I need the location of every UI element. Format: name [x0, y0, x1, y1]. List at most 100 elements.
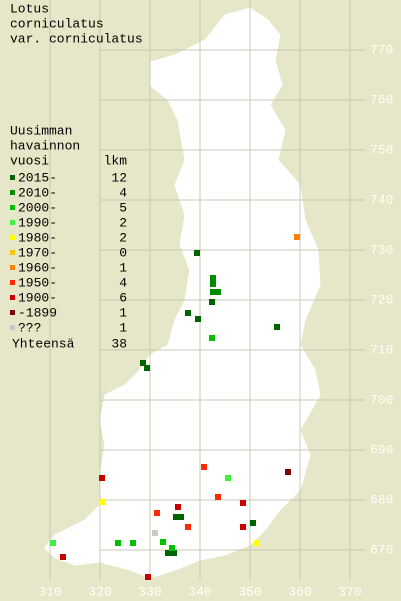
- y-tick-label: 690: [370, 442, 393, 457]
- x-tick-label: 370: [338, 584, 361, 599]
- observation-dot: [171, 550, 177, 556]
- observation-dot: [215, 289, 221, 295]
- observation-dot: [140, 360, 146, 366]
- legend-count: 12: [111, 170, 127, 185]
- y-tick-label: 710: [370, 342, 393, 357]
- legend-count: 1: [119, 305, 127, 320]
- observation-dot: [169, 545, 175, 551]
- observation-dot: [99, 499, 105, 505]
- grid: [49, 0, 365, 580]
- observation-dot: [240, 524, 246, 530]
- observation-dot: [195, 316, 201, 322]
- title-line: corniculatus: [10, 16, 104, 31]
- y-tick-label: 730: [370, 242, 393, 257]
- legend-header: vuosi: [10, 153, 49, 168]
- x-tick-label: 340: [188, 584, 211, 599]
- legend-label: 1970-: [18, 245, 57, 260]
- observation-dot: [225, 475, 231, 481]
- observation-dot: [210, 289, 216, 295]
- x-tick-label: 330: [138, 584, 161, 599]
- legend-count: 2: [119, 215, 127, 230]
- legend-swatch: [10, 250, 15, 255]
- observation-dot: [145, 574, 151, 580]
- legend-swatch: [10, 190, 15, 195]
- y-tick-label: 680: [370, 492, 393, 507]
- observation-dot: [178, 514, 184, 520]
- observation-dot: [294, 234, 300, 240]
- observation-dot: [152, 530, 158, 536]
- legend-swatch: [10, 325, 15, 330]
- legend-swatch: [10, 235, 15, 240]
- legend-swatch: [10, 295, 15, 300]
- legend-label: 1900-: [18, 290, 57, 305]
- x-tick-label: 310: [38, 584, 61, 599]
- observation-dot: [50, 540, 56, 546]
- legend-swatch: [10, 175, 15, 180]
- x-tick-label: 350: [238, 584, 261, 599]
- legend-header: havainnon: [10, 138, 80, 153]
- observation-dot: [201, 464, 207, 470]
- legend-label: -1899: [18, 305, 57, 320]
- legend-label: 2015-: [18, 170, 57, 185]
- observation-dot: [144, 365, 150, 371]
- y-tick-label: 770: [370, 42, 393, 57]
- legend-total: 38: [111, 336, 127, 351]
- title-line: var. corniculatus: [10, 31, 143, 46]
- y-tick-label: 700: [370, 392, 393, 407]
- observation-dot: [175, 504, 181, 510]
- observation-dot: [209, 335, 215, 341]
- legend-swatch: [10, 310, 15, 315]
- observation-dot: [99, 475, 105, 481]
- legend-count: 2: [119, 230, 127, 245]
- observation-dot: [240, 500, 246, 506]
- legend-count: 4: [119, 275, 127, 290]
- legend-label: 1960-: [18, 260, 57, 275]
- observation-dot: [60, 554, 66, 560]
- y-tick-label: 720: [370, 292, 393, 307]
- observation-dot: [254, 540, 260, 546]
- observation-dot: [115, 540, 121, 546]
- observation-dot: [285, 469, 291, 475]
- observation-dot: [185, 524, 191, 530]
- legend-header: Uusimman: [10, 123, 72, 138]
- observation-dot: [215, 494, 221, 500]
- observation-dot: [154, 510, 160, 516]
- x-tick-label: 360: [288, 584, 311, 599]
- observation-dot: [160, 539, 166, 545]
- legend-count: 0: [119, 245, 127, 260]
- legend-count: 1: [119, 320, 127, 335]
- finland-outline: [44, 7, 321, 579]
- observation-dot: [194, 250, 200, 256]
- y-tick-label: 670: [370, 542, 393, 557]
- legend-swatch: [10, 265, 15, 270]
- observation-dot: [210, 281, 216, 287]
- legend-total-label: Yhteensä: [12, 336, 75, 351]
- legend-count: 1: [119, 260, 127, 275]
- legend-swatch: [10, 220, 15, 225]
- observation-dot: [210, 275, 216, 281]
- observation-dot: [165, 550, 171, 556]
- observation-dot: [185, 310, 191, 316]
- legend-count-header: lkm: [104, 153, 128, 168]
- observation-dot: [130, 540, 136, 546]
- legend-count: 6: [119, 290, 127, 305]
- y-tick-label: 740: [370, 192, 393, 207]
- y-tick-label: 750: [370, 142, 393, 157]
- legend-count: 4: [119, 185, 127, 200]
- observation-dot: [250, 520, 256, 526]
- observation-dot: [274, 324, 280, 330]
- legend-label: 1990-: [18, 215, 57, 230]
- legend-swatch: [10, 280, 15, 285]
- legend-count: 5: [119, 200, 127, 215]
- legend-label: 2000-: [18, 200, 57, 215]
- legend-label: 1980-: [18, 230, 57, 245]
- legend-label: 1950-: [18, 275, 57, 290]
- observation-dot: [209, 299, 215, 305]
- legend-label: 2010-: [18, 185, 57, 200]
- legend-label: ???: [18, 320, 41, 335]
- legend-swatch: [10, 205, 15, 210]
- title-line: Lotus: [10, 1, 49, 16]
- observation-dot: [173, 514, 179, 520]
- y-tick-label: 760: [370, 92, 393, 107]
